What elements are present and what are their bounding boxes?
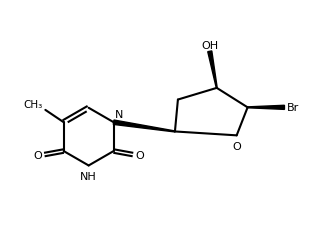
Text: O: O <box>135 150 144 160</box>
Text: N: N <box>115 110 123 119</box>
Text: CH₃: CH₃ <box>24 99 43 109</box>
Text: NH: NH <box>80 172 97 182</box>
Text: OH: OH <box>201 40 218 50</box>
Text: O: O <box>33 150 42 160</box>
Text: Br: Br <box>287 103 300 113</box>
Text: O: O <box>232 142 241 152</box>
Polygon shape <box>113 120 175 132</box>
Polygon shape <box>248 106 284 110</box>
Polygon shape <box>208 52 217 89</box>
